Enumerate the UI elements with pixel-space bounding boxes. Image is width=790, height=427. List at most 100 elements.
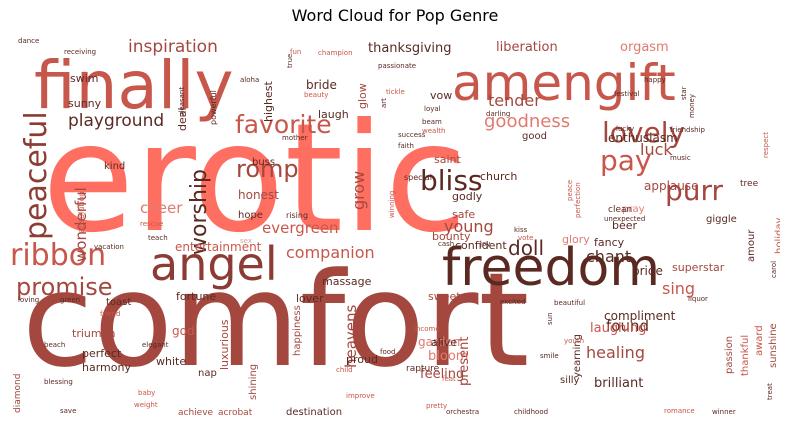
word-glory: glory	[562, 233, 590, 246]
word-wealth: wealth	[422, 127, 445, 135]
word-beauty: beauty	[304, 91, 328, 99]
word-passion: passion	[724, 336, 735, 374]
word-good: good	[522, 131, 547, 142]
word-kiss: kiss	[514, 226, 528, 234]
word-yearning: yearning	[572, 334, 583, 378]
word-rescue: rescue	[140, 220, 163, 228]
word-darling: darling	[486, 110, 510, 118]
word-champion: champion	[318, 49, 353, 57]
word-comfort: comfort	[22, 244, 529, 396]
word-tender: tender	[488, 91, 541, 110]
word-weight: weight	[134, 401, 158, 409]
word-nap: nap	[198, 368, 217, 379]
word-loyal: loyal	[424, 105, 441, 113]
word-tree: tree	[740, 179, 759, 189]
word-erotic: erotic	[42, 92, 467, 266]
word-absolution: absolution	[77, 191, 86, 233]
word-amour: amour	[746, 229, 757, 262]
word-smile: smile	[540, 352, 559, 360]
word-honest: honest	[238, 188, 279, 202]
word-green: green	[60, 296, 80, 304]
word-lover: lover	[296, 292, 324, 305]
word-grow: grow	[349, 171, 368, 210]
word-cash: cash	[438, 240, 454, 248]
word-bride: bride	[306, 78, 337, 92]
word-joy: joy	[479, 240, 490, 248]
word-brilliant: brilliant	[594, 376, 643, 391]
word-beam: beam	[422, 118, 442, 126]
word-faith: faith	[398, 142, 414, 150]
word-buss: buss	[252, 157, 275, 168]
word-pretty: pretty	[426, 402, 447, 410]
word-evergreen: evergreen	[262, 219, 339, 237]
word-chant: chant	[586, 247, 631, 266]
word-bliss: bliss	[420, 164, 483, 197]
word-enthusiasm: enthusiasm	[608, 131, 678, 145]
word-young: young	[444, 217, 494, 236]
word-deal: deal	[176, 107, 189, 131]
word-entertainment: entertainment	[175, 240, 262, 254]
word-thankful: thankful	[740, 335, 751, 376]
word-compliment: compliment	[604, 309, 676, 323]
word-favorite: favorite	[235, 110, 332, 139]
word-laughing: laughing	[590, 321, 646, 336]
word-beautiful: beautiful	[554, 299, 585, 307]
word-food: food	[380, 348, 395, 356]
word-festival: festival	[614, 90, 640, 98]
word-promise: promise	[16, 273, 113, 301]
word-massage: massage	[322, 275, 372, 288]
word-sunny: sunny	[68, 97, 102, 110]
word-romance: romance	[664, 407, 695, 415]
word-special: special	[404, 173, 432, 182]
word-vacation: vacation	[94, 243, 124, 251]
word-respect: respect	[762, 132, 770, 158]
word-highest: highest	[262, 81, 275, 122]
word-music: music	[670, 154, 691, 162]
word-doll: doll	[508, 236, 544, 260]
word-teach: teach	[148, 234, 168, 242]
word-mother: mother	[282, 134, 308, 142]
word-proud: proud	[346, 353, 378, 366]
word-liberation: liberation	[496, 40, 558, 55]
word-baby: baby	[138, 389, 155, 397]
word-shining: shining	[248, 364, 259, 400]
word-romp: romp	[236, 155, 299, 183]
word-art: art	[380, 98, 388, 108]
word-cloud-frame: erotic comfort finally freedom amengift angel…	[10, 33, 780, 418]
word-peaceful: peaceful	[19, 111, 54, 240]
word-unexpected: unexpected	[604, 215, 645, 223]
word-friend: friend	[100, 310, 120, 318]
word-peace: peace	[566, 180, 574, 201]
word-bounty: bounty	[432, 230, 471, 243]
word-vow: vow	[430, 89, 452, 102]
word-rapture: rapture	[406, 364, 440, 374]
word-excited: excited	[500, 298, 526, 306]
word-passionate: passionate	[378, 62, 416, 70]
word-pleasant: pleasant	[178, 87, 186, 117]
chart-title: Word Cloud for Pop Genre	[291, 6, 499, 25]
word-receiving: receiving	[64, 48, 96, 56]
word-found: found	[606, 317, 649, 335]
word-perfection: perfection	[574, 182, 582, 218]
word-applause: applause	[644, 179, 699, 193]
word-heavens: heavens	[342, 304, 360, 368]
word-giggle: giggle	[706, 214, 737, 225]
word-treat: treat	[766, 383, 774, 400]
word-god: god	[172, 324, 195, 338]
word-elegant: elegant	[142, 341, 169, 349]
word-vote: vote	[518, 234, 533, 242]
word-thanksgiving: thanksgiving	[368, 41, 452, 56]
word-garden: garden	[418, 335, 460, 349]
word-fun: fun	[290, 48, 301, 56]
word-goodness: goodness	[484, 111, 570, 132]
word-white: white	[156, 355, 186, 368]
word-money: money	[688, 94, 696, 118]
word-wonderful: wonderful	[72, 187, 90, 262]
word-freedom: freedom	[442, 238, 660, 298]
word-swim: swim	[70, 72, 99, 85]
word-luxurious: luxurious	[218, 319, 231, 370]
word-award: award	[754, 325, 765, 356]
word-rising: rising	[286, 211, 308, 220]
word-success: success	[398, 131, 426, 139]
